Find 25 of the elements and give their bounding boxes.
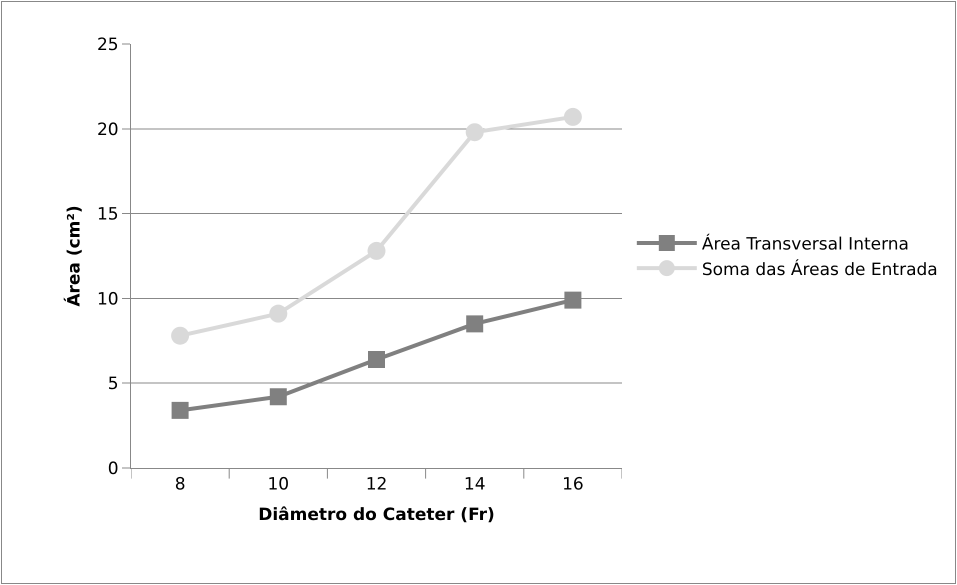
x-tick-label: 16: [562, 474, 584, 494]
x-tick-label: 12: [366, 474, 388, 494]
x-axis-title: Diâmetro do Cateter (Fr): [258, 504, 495, 525]
point: [270, 388, 287, 406]
point: [269, 304, 288, 323]
legend-label: Área Transversal Interna: [702, 234, 909, 255]
y-axis-title: Área (cm²): [64, 205, 85, 307]
x-tick-label: 14: [464, 474, 486, 494]
x-tick-label: 10: [267, 474, 290, 494]
point: [466, 123, 484, 142]
y-tick-label: 0: [108, 458, 119, 479]
point: [466, 315, 484, 332]
y-tick-label: 15: [96, 204, 119, 225]
x-tick-label: 8: [174, 474, 186, 494]
point: [171, 326, 190, 345]
y-tick-label: 25: [96, 34, 119, 55]
legend-label: Soma das Áreas de Entrada: [702, 258, 938, 280]
point: [368, 350, 385, 368]
point: [564, 292, 582, 309]
y-tick-label: 5: [108, 374, 119, 394]
y-tick-label: 10: [96, 289, 119, 310]
point: [172, 402, 189, 419]
point: [564, 108, 582, 126]
point: [368, 242, 386, 260]
y-tick-label: 20: [96, 120, 119, 140]
